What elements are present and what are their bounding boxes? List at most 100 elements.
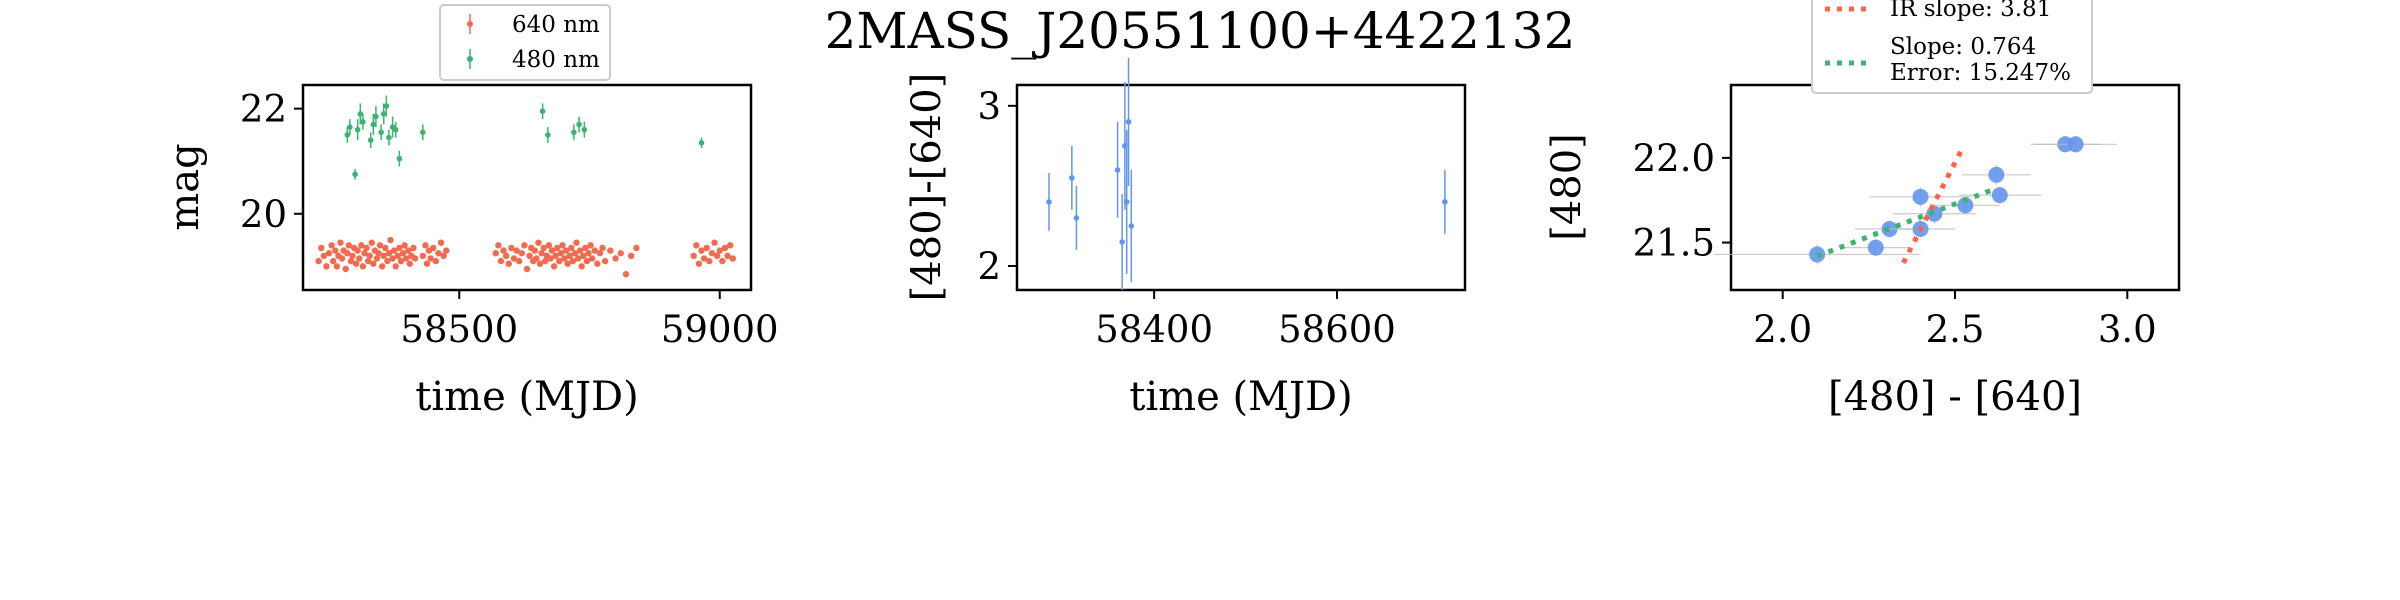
data-point	[1073, 215, 1080, 221]
legend-entry-480: 480 nm	[512, 47, 600, 73]
data-point	[427, 255, 434, 262]
data-point	[711, 239, 718, 246]
data-point	[719, 257, 726, 265]
data-point	[552, 252, 559, 260]
data-point	[440, 252, 447, 260]
data-point	[505, 260, 512, 267]
data-point	[518, 250, 525, 257]
data-point	[361, 250, 368, 257]
panel-light-curve: 58500 59000 20 22 time (MJD) mag 640 nm 480…	[162, 4, 779, 420]
plot-frame	[301, 83, 753, 292]
data-point	[535, 239, 542, 246]
data-point	[422, 242, 429, 249]
data-point	[617, 250, 624, 257]
data-point	[384, 257, 391, 265]
data-point	[394, 252, 402, 260]
data-point	[550, 263, 558, 270]
fit-line	[1816, 186, 1998, 259]
data-point	[378, 129, 384, 136]
legend-entry-640: 640 nm	[512, 12, 600, 38]
panel-color-curve: 58400 58600 2 3 time (MJD) [480]-[640]	[904, 57, 1467, 420]
x-tick-label: 2.5	[1926, 308, 1985, 351]
data-point	[556, 257, 563, 265]
data-point	[423, 260, 431, 267]
x-axis-label: time (MJD)	[1129, 374, 1352, 420]
data-point	[363, 244, 370, 252]
data-point	[580, 252, 587, 260]
data-point	[360, 118, 366, 125]
data-point	[405, 247, 412, 254]
data-point	[1912, 188, 1929, 205]
data-point	[545, 242, 553, 249]
data-point	[420, 129, 426, 136]
legend-entry-ir-slope: IR slope: 3.81	[1890, 0, 2051, 22]
data-point	[373, 255, 381, 262]
data-point	[698, 140, 705, 146]
data-point	[344, 250, 351, 257]
data-point	[352, 260, 360, 267]
data-point	[1046, 199, 1052, 205]
data-point	[716, 247, 723, 254]
data-point	[622, 271, 630, 278]
data-point	[354, 126, 361, 133]
data-point	[349, 252, 356, 260]
data-point	[627, 252, 635, 260]
data-point	[401, 242, 408, 249]
data-point	[402, 255, 410, 262]
data-point	[345, 242, 353, 249]
data-point	[396, 244, 403, 252]
data-point	[562, 247, 570, 254]
data-point	[497, 257, 505, 265]
data-point	[390, 247, 398, 254]
data-point	[347, 257, 355, 265]
data-point	[545, 132, 551, 138]
data-point	[515, 257, 523, 265]
data-point	[1069, 175, 1075, 181]
y-tick-label: 21.5	[1633, 222, 1715, 265]
data-point	[1128, 223, 1135, 229]
data-point	[366, 252, 373, 260]
data-point	[396, 155, 403, 162]
data-point	[585, 250, 592, 257]
data-point	[410, 244, 417, 252]
data-point	[430, 244, 437, 252]
data-point	[495, 242, 502, 249]
data-point	[1125, 119, 1132, 125]
x-tick-label: 2.0	[1753, 308, 1812, 351]
data-point	[375, 250, 382, 257]
marks-layer	[1046, 57, 1448, 290]
data-point	[437, 239, 445, 246]
data-point	[370, 121, 377, 128]
y-tick-label: 22	[240, 88, 287, 131]
data-point	[526, 252, 533, 260]
data-point	[1867, 239, 1884, 256]
x-tick-label: 58600	[1278, 308, 1396, 351]
data-point	[583, 257, 591, 265]
ticks-layer: 58500 59000 20 22	[240, 88, 779, 351]
data-point	[1991, 187, 2008, 204]
data-point	[533, 255, 540, 262]
data-point	[557, 250, 565, 257]
data-point	[568, 244, 575, 252]
data-point	[724, 252, 731, 260]
data-point	[548, 247, 556, 254]
data-point	[708, 250, 716, 257]
y-axis-label: mag	[162, 143, 208, 230]
data-point	[392, 263, 399, 270]
data-point	[729, 255, 736, 262]
legend-entry-error: Error: 15.247%	[1890, 60, 2071, 86]
data-point	[578, 263, 585, 270]
data-point	[370, 260, 377, 267]
data-point	[389, 255, 396, 262]
data-point	[561, 255, 568, 262]
data-point	[576, 121, 582, 128]
x-tick-label: 3.0	[2098, 308, 2157, 351]
data-point	[492, 250, 499, 257]
data-point	[599, 244, 606, 252]
data-point	[569, 257, 577, 265]
data-point	[571, 129, 577, 136]
data-point	[540, 244, 547, 252]
data-point	[576, 247, 584, 254]
legend: IR slope: 3.81 Slope: 0.764 Error: 15.24…	[1811, 0, 2093, 94]
data-point	[596, 250, 604, 257]
